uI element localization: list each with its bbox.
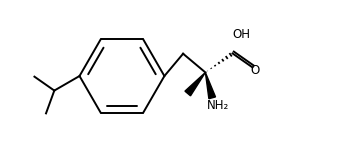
Text: NH₂: NH₂ [207, 99, 229, 112]
Text: O: O [251, 64, 260, 77]
Text: OH: OH [232, 28, 250, 41]
Polygon shape [206, 72, 216, 99]
Polygon shape [185, 72, 206, 96]
